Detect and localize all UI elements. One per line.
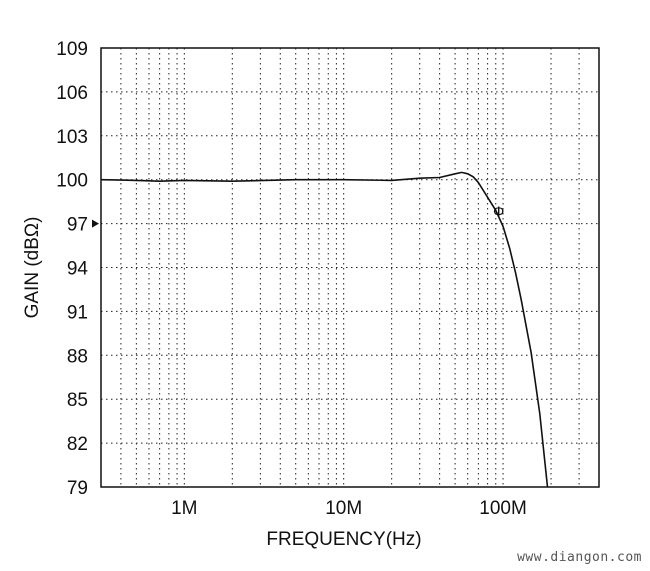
y-tick-label: 97 [67,215,88,236]
y-tick-label: 88 [67,346,88,367]
y-tick-label: 103 [56,127,88,148]
y-tick-label: 91 [67,302,88,323]
y-tick-label: 79 [67,478,88,499]
y-tick-label: 85 [67,390,88,411]
y-tick-label: 106 [56,83,88,104]
y-axis-title: GAIN (dBΩ) [22,217,43,319]
series-line-gain [100,171,549,488]
x-tick-label: 100M [479,498,527,519]
y-tick-label: 94 [67,259,89,280]
plot-frame [100,47,600,488]
y-tick-label: 100 [56,171,88,192]
annotation-marker: Ф [493,203,504,220]
y-tick-label: 82 [67,434,88,455]
y-tick-label: 109 [56,39,88,60]
y-axis-marker-icon [92,219,99,228]
tick-labels: 109 106 103 100 97 94 91 88 85 82 79 1M 10M 100M [56,39,527,519]
x-axis-title: FREQUENCY(Hz) [266,529,421,550]
grid [101,48,599,487]
x-tick-label: 10M [325,498,362,519]
watermark: www.diangon.com [517,550,642,565]
x-tick-label: 1M [171,498,197,519]
